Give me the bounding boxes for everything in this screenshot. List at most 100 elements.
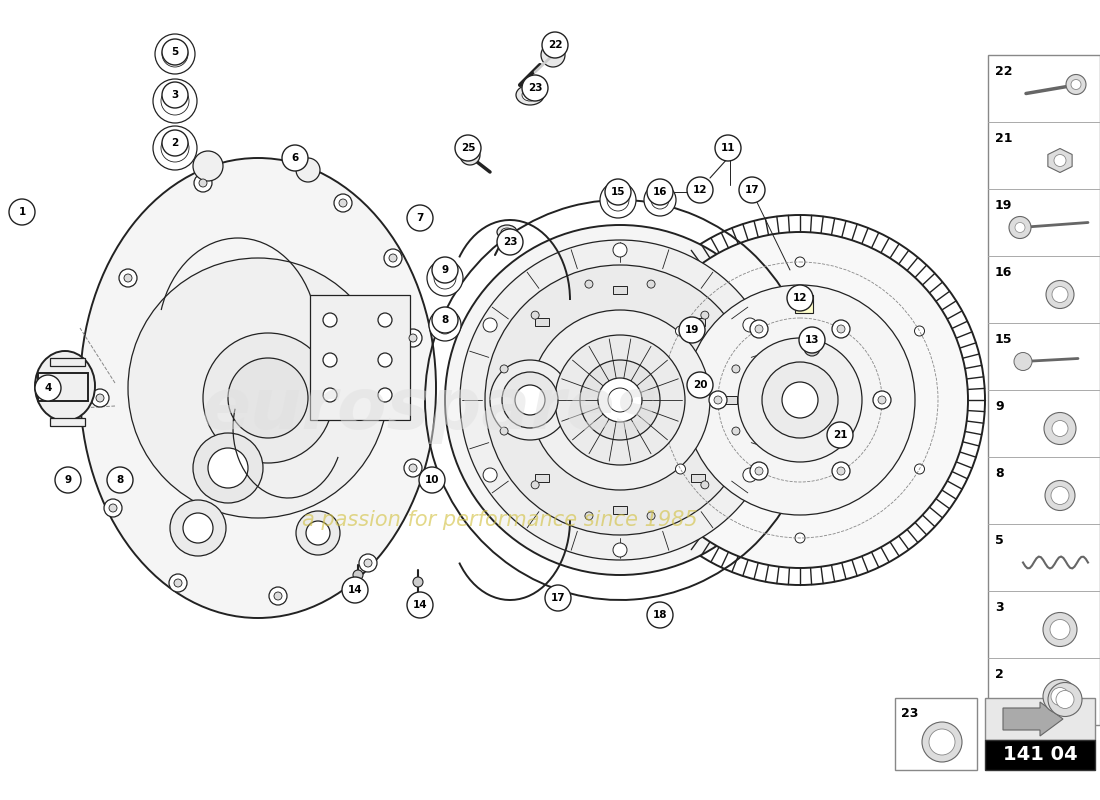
Circle shape [715,135,741,161]
Circle shape [359,554,377,572]
Circle shape [732,427,740,435]
Circle shape [786,285,813,311]
Circle shape [651,191,669,209]
Bar [50,358,85,366]
Text: 1: 1 [19,207,25,217]
Text: 17: 17 [745,185,759,195]
Circle shape [675,464,685,474]
Circle shape [228,358,308,438]
Text: 23: 23 [503,237,517,247]
Text: 14: 14 [412,600,427,610]
Circle shape [1054,154,1066,166]
Text: 2: 2 [996,668,1003,681]
Circle shape [124,274,132,282]
Circle shape [878,396,886,404]
Text: 5: 5 [172,47,178,57]
Circle shape [161,134,189,162]
Circle shape [837,467,845,475]
Bar [613,286,627,294]
Text: 4: 4 [44,383,52,393]
Circle shape [483,468,497,482]
Circle shape [832,320,850,338]
Text: 12: 12 [793,293,807,303]
Circle shape [1050,486,1069,505]
Text: 10: 10 [425,475,439,485]
Circle shape [739,177,764,203]
Circle shape [1052,421,1068,437]
Circle shape [608,388,632,412]
Circle shape [155,34,195,74]
Circle shape [1066,74,1086,94]
Text: 9: 9 [441,265,449,275]
Text: 3: 3 [996,601,1003,614]
Circle shape [1050,619,1070,639]
Circle shape [204,333,333,463]
Text: 15: 15 [610,187,625,197]
Circle shape [732,365,740,373]
Circle shape [194,174,212,192]
Circle shape [153,126,197,170]
Circle shape [483,318,497,332]
Circle shape [615,215,984,585]
Circle shape [162,39,188,65]
Circle shape [170,500,226,556]
Circle shape [755,325,763,333]
Circle shape [274,592,282,600]
Text: a passion for performance since 1985: a passion for performance since 1985 [302,510,697,530]
Circle shape [35,375,60,401]
Circle shape [455,135,481,161]
Circle shape [1014,353,1032,370]
Circle shape [485,265,755,535]
Circle shape [804,340,820,356]
Circle shape [738,338,862,462]
Circle shape [161,87,189,115]
Circle shape [378,353,392,367]
Circle shape [500,365,508,373]
Bar [310,295,410,420]
Circle shape [162,41,188,67]
Circle shape [460,240,780,560]
Circle shape [323,313,337,327]
Circle shape [647,602,673,628]
Circle shape [404,459,422,477]
Circle shape [174,579,182,587]
Circle shape [432,257,458,283]
Circle shape [502,372,558,428]
Circle shape [364,559,372,567]
Circle shape [647,280,656,288]
Text: 141 04: 141 04 [1003,746,1077,765]
Circle shape [632,232,968,568]
Circle shape [544,585,571,611]
Circle shape [531,311,539,319]
Circle shape [714,396,722,404]
Circle shape [782,382,818,418]
Text: 13: 13 [805,335,820,345]
Circle shape [750,462,768,480]
Circle shape [497,229,522,255]
Circle shape [128,258,388,518]
Circle shape [55,467,81,493]
Circle shape [1056,690,1074,709]
Circle shape [119,269,138,287]
Circle shape [647,512,656,520]
Circle shape [334,194,352,212]
Circle shape [930,729,955,755]
Circle shape [795,257,805,267]
Circle shape [342,577,369,603]
Circle shape [675,326,685,336]
Bar [691,474,705,482]
Circle shape [585,280,593,288]
Bar [984,698,1094,740]
Text: 9: 9 [996,400,1003,413]
Text: 2: 2 [172,138,178,148]
Text: 21: 21 [996,132,1012,145]
Text: 5: 5 [996,534,1003,547]
Circle shape [710,391,727,409]
Circle shape [96,394,104,402]
Text: 15: 15 [996,333,1012,346]
Text: 21: 21 [833,430,847,440]
Circle shape [192,151,223,181]
Circle shape [109,504,117,512]
Circle shape [434,267,456,289]
Circle shape [827,422,853,448]
